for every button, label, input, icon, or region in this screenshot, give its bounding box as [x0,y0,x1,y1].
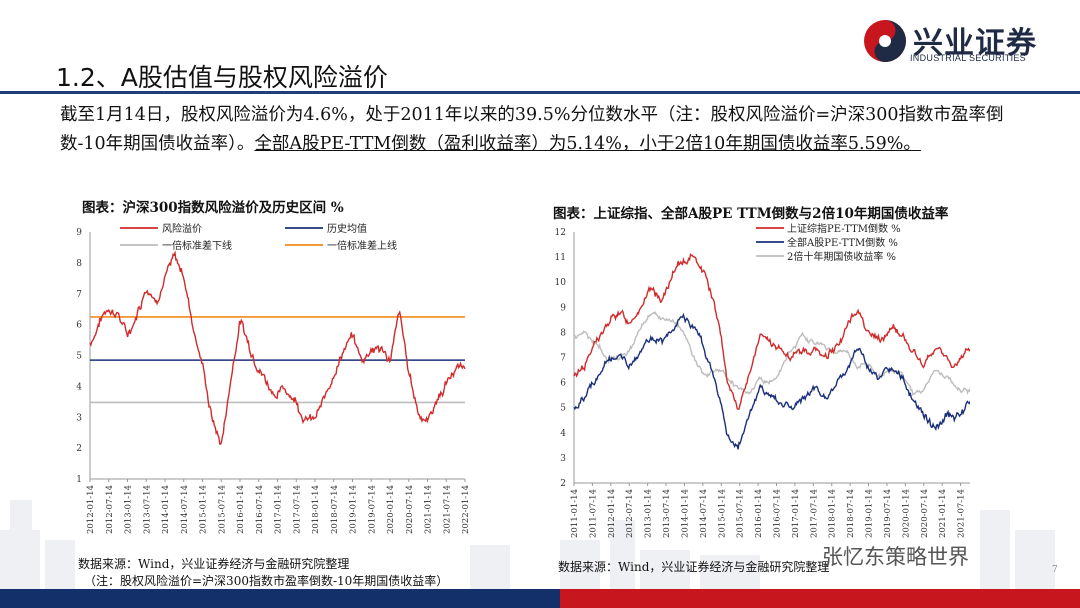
x-tick-label: 2013-01-14 [124,485,134,534]
brand-logo: 兴业证券 INDUSTRIAL SECURITIES [858,16,1068,66]
x-tick-label: 2012-01-14 [607,489,617,538]
x-tick-label: 2012-07-14 [625,489,635,538]
footer-bar-blue [0,589,560,608]
series-line-risk-premium [89,250,466,445]
logo-subtext: INDUSTRIAL SECURITIES [910,53,1026,63]
legend-label: 历史均值 [327,222,367,235]
x-tick-label: 2020-01-14 [901,489,911,538]
x-tick-label: 2015-01-14 [717,489,727,538]
x-tick-label: 2014-01-14 [161,485,171,534]
x-tick-label: 2012-01-14 [86,485,96,534]
left-chart-title: 图表：沪深300指数风险溢价及历史区间 % [82,200,344,216]
x-tick-label: 2019-01-14 [349,485,359,534]
x-tick-label: 2011-07-14 [588,489,598,538]
x-tick-label: 2017-07-14 [809,489,819,538]
y-tick-label: 10 [555,278,567,288]
summary-part1: 截至1月14日，股权风险溢价为4.6%，处于2011年以来的39.5%分位数水平… [60,105,1004,154]
y-tick-label: 7 [560,354,566,364]
y-tick-label: 6 [76,321,82,331]
summary-part2: 全部A股PE-TTM倒数（盈利收益率）为5.14%，小于2倍10年期国债收益率5… [254,134,921,154]
right-source: 数据来源：Wind，兴业证券经济与金融研究院整理 [558,560,830,574]
x-tick-label: 2018-07-14 [846,489,856,538]
x-tick-label: 2017-01-14 [791,489,801,538]
x-tick-label: 2018-07-14 [330,485,340,534]
y-tick-label: 8 [76,259,82,269]
y-tick-label: 1 [76,475,82,485]
x-tick-label: 2021-01-14 [938,489,948,538]
x-tick-label: 2016-01-14 [754,489,764,538]
x-tick-label: 2012-07-14 [105,485,115,534]
y-tick-label: 5 [76,352,82,362]
x-tick-label: 2015-07-14 [217,485,227,534]
x-tick-label: 2020-07-14 [405,485,415,534]
series-line-1 [573,312,970,450]
summary-paragraph: 截至1月14日，股权风险溢价为4.6%，处于2011年以来的39.5%分位数水平… [60,101,1020,159]
legend-label: 2倍十年期国债收益率 % [787,250,896,263]
x-tick-label: 2019-07-14 [367,485,377,534]
y-tick-label: 5 [560,404,566,414]
x-tick-label: 2018-01-14 [311,485,321,534]
y-tick-label: 4 [76,382,82,392]
y-tick-label: 9 [560,303,566,313]
x-tick-label: 2016-01-14 [236,485,246,534]
legend-label: 全部A股PE-TTM倒数 % [787,236,898,249]
legend-label: 一倍标准差下线 [162,239,232,252]
x-tick-label: 2014-01-14 [680,489,690,538]
y-tick-label: 9 [76,228,82,238]
logo-emblem-icon [864,20,906,62]
x-tick-label: 2021-01-14 [424,485,434,534]
legend-label: 风险溢价 [162,222,202,235]
x-tick-label: 2013-07-14 [662,489,672,538]
y-tick-label: 8 [560,328,566,338]
header-divider [0,91,1080,94]
y-tick-label: 2 [560,479,566,489]
x-tick-label: 2018-01-14 [828,489,838,538]
x-tick-label: 2016-07-14 [255,485,265,534]
logo-text: 兴业证券 [913,26,1037,61]
x-tick-label: 2016-07-14 [773,489,783,538]
skyline-decoration [0,500,1055,589]
y-tick-label: 6 [560,379,566,389]
page-number: 7 [1052,565,1058,575]
series-line-0 [573,252,970,410]
y-tick-label: 3 [76,413,82,423]
y-tick-label: 4 [560,429,566,439]
y-tick-label: 7 [76,290,82,300]
y-tick-label: 11 [555,253,566,263]
x-tick-label: 2017-07-14 [292,485,302,534]
watermark-text: 张忆东策略世界 [822,545,969,569]
x-tick-label: 2020-07-14 [920,489,930,538]
x-tick-label: 2014-07-14 [180,485,190,534]
y-tick-label: 12 [555,228,566,238]
right-chart-title: 图表：上证综指、全部A股PE TTM倒数与2倍10年期国债收益率 [553,206,949,222]
pe-ttm-chart: 2 3 4 5 6 7 8 9 10 11 12 2011-01-14 2011-07-14 2012-0… [555,222,970,538]
x-tick-label: 2017-01-14 [274,485,284,534]
series-line-2 [573,311,970,396]
x-tick-label: 2022-01-14 [461,485,470,534]
page-title: 1.2、A股估值与股权风险溢价 [56,63,388,92]
x-tick-label: 2015-01-14 [199,485,209,534]
x-tick-label: 2014-07-14 [699,489,709,538]
legend-label: 一倍标准差上线 [327,239,397,252]
legend-label: 上证综指PE-TTM倒数 % [787,222,901,235]
risk-premium-chart: 1 2 3 4 5 6 7 8 9 2012-01-14 2012-07-14 2013-01-14 2… [76,222,470,534]
x-tick-label: 2013-07-14 [142,485,152,534]
y-tick-label: 2 [76,444,82,454]
x-tick-label: 2019-01-14 [865,489,875,538]
x-tick-label: 2013-01-14 [644,489,654,538]
x-tick-label: 2011-01-14 [570,489,580,538]
x-tick-label: 2019-07-14 [883,489,893,538]
left-source-note: （注：股权风险溢价=沪深300指数市盈率倒数-10年期国债收益率） [84,574,449,588]
left-source: 数据来源：Wind，兴业证券经济与金融研究院整理 [78,557,350,571]
x-tick-label: 2015-07-14 [736,489,746,538]
y-tick-label: 3 [560,454,566,464]
x-tick-label: 2021-07-14 [957,489,967,538]
x-tick-label: 2020-01-14 [386,485,396,534]
x-tick-label: 2021-07-14 [442,485,452,534]
